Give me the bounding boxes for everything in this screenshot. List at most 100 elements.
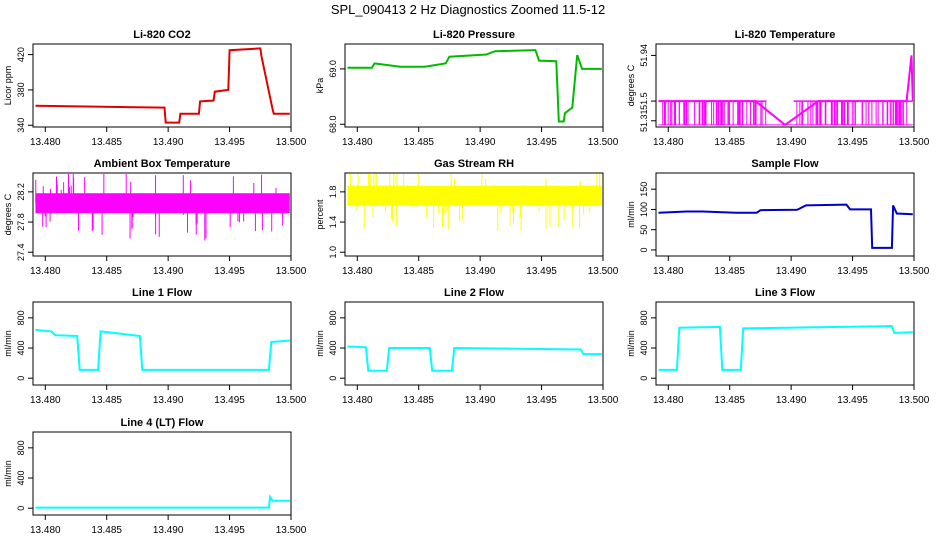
panel-3: Ambient Box Temperature 13.480 13.485 13.49…	[3, 158, 307, 277]
panel-0: Li-820 CO2 13.480 13.485 13.490 13.495 13.500…	[3, 29, 307, 148]
panel-title: Line 4 (LT) Flow	[121, 417, 204, 429]
x-tick-label: 13.495	[837, 137, 868, 148]
series-line	[658, 325, 913, 371]
panel-title: Sample Flow	[751, 158, 819, 170]
panel-1: Li-820 Pressure 13.480 13.485 13.490 13.495 1…	[315, 29, 619, 148]
plot-frame	[344, 172, 604, 257]
x-tick-label: 13.480	[342, 395, 373, 406]
x-tick-label: 13.480	[653, 395, 684, 406]
series-line	[35, 328, 290, 371]
x-tick-label: 13.490	[153, 266, 184, 277]
x-tick-label: 13.500	[899, 137, 930, 148]
series-group	[35, 328, 290, 371]
y-tick-label: 1.0	[328, 246, 338, 259]
x-tick-label: 13.490	[153, 525, 184, 536]
y-tick-label: 420	[16, 47, 26, 62]
y-tick-label: 51.94	[639, 44, 649, 67]
panel-9: Line 4 (LT) Flow 13.480 13.485 13.490 13.495…	[3, 417, 307, 536]
y-tick-label: 69.0	[328, 60, 338, 78]
x-tick-label: 13.490	[776, 137, 807, 148]
y-tick-label: 100	[639, 202, 649, 217]
panel-title: Ambient Box Temperature	[94, 158, 231, 170]
x-tick-label: 13.495	[214, 266, 245, 277]
series-line	[347, 49, 602, 123]
x-tick-label: 13.495	[526, 137, 557, 148]
y-tick-label: 400	[16, 471, 26, 486]
panel-title: Li-820 Pressure	[433, 29, 515, 41]
x-tick-label: 13.480	[30, 525, 61, 536]
series-group	[35, 174, 290, 241]
y-axis-label: ml/min	[626, 201, 636, 228]
plot-frame	[655, 172, 915, 257]
panel-8: Line 3 Flow 13.480 13.485 13.490 13.495 13.50…	[626, 287, 930, 406]
y-tick-label: 800	[328, 310, 338, 325]
series-line	[35, 494, 290, 509]
x-tick-label: 13.480	[30, 266, 61, 277]
x-tick-label: 13.485	[91, 525, 122, 536]
series-line	[35, 47, 290, 124]
y-tick-label: 340	[16, 118, 26, 133]
series-group	[347, 345, 602, 372]
x-tick-label: 13.480	[653, 266, 684, 277]
x-tick-label: 13.485	[714, 266, 745, 277]
y-axis-label: ml/min	[3, 330, 13, 357]
y-tick-label: 400	[328, 341, 338, 356]
x-tick-label: 13.480	[653, 137, 684, 148]
x-tick-label: 13.500	[899, 395, 930, 406]
y-tick-label: 380	[16, 82, 26, 97]
panel-title: Line 2 Flow	[444, 287, 504, 299]
x-tick-label: 13.480	[30, 395, 61, 406]
x-tick-label: 13.490	[153, 137, 184, 148]
plot-frame	[32, 43, 292, 128]
x-tick-label: 13.500	[899, 266, 930, 277]
y-axis-label: degrees C	[3, 193, 13, 235]
series-line	[658, 55, 913, 126]
x-tick-label: 13.500	[276, 395, 307, 406]
x-tick-label: 13.500	[276, 137, 307, 148]
plot-frame	[655, 301, 915, 386]
y-tick-label: 800	[16, 440, 26, 455]
y-tick-label: 27.4	[16, 243, 26, 261]
y-axis-label: percent	[315, 199, 325, 230]
y-tick-label: 1.4	[328, 216, 338, 229]
x-tick-label: 13.480	[30, 137, 61, 148]
y-tick-label: 800	[639, 310, 649, 325]
panel-7: Line 2 Flow 13.480 13.485 13.490 13.495 13.50…	[315, 287, 619, 406]
x-tick-label: 13.485	[403, 266, 434, 277]
plot-frame	[655, 43, 915, 128]
series-group	[658, 325, 913, 371]
y-tick-label: 0	[639, 247, 649, 252]
y-tick-label: 0	[16, 506, 26, 511]
y-tick-label: 400	[16, 341, 26, 356]
y-axis-label: ml/min	[626, 330, 636, 357]
x-tick-label: 13.495	[214, 395, 245, 406]
x-tick-label: 13.480	[342, 266, 373, 277]
figure-title: SPL_090413 2 Hz Diagnostics Zoomed 11.5-…	[331, 2, 605, 17]
y-axis-label: ml/min	[315, 330, 325, 357]
x-tick-label: 13.480	[342, 137, 373, 148]
panel-title: Li-820 Temperature	[735, 29, 836, 41]
y-tick-label: 68.0	[328, 115, 338, 133]
series-group	[347, 49, 602, 123]
y-tick-label: 0	[328, 376, 338, 381]
x-tick-label: 13.490	[776, 395, 807, 406]
y-tick-label: 51.5	[639, 92, 649, 110]
x-tick-label: 13.485	[91, 395, 122, 406]
y-axis-label: degrees C	[626, 64, 636, 106]
x-tick-label: 13.490	[153, 395, 184, 406]
x-tick-label: 13.485	[91, 137, 122, 148]
panel-title: Line 3 Flow	[755, 287, 815, 299]
x-tick-label: 13.500	[588, 266, 619, 277]
series-group	[658, 55, 913, 126]
y-tick-label: 0	[16, 376, 26, 381]
plot-frame	[32, 172, 292, 257]
x-tick-label: 13.490	[465, 395, 496, 406]
x-tick-label: 13.490	[776, 266, 807, 277]
y-tick-label: 28.2	[16, 183, 26, 201]
x-tick-label: 13.485	[91, 266, 122, 277]
y-tick-label: 51.31	[639, 110, 649, 133]
x-tick-label: 13.500	[588, 395, 619, 406]
plot-frame	[344, 43, 604, 128]
plot-frame	[32, 431, 292, 516]
x-tick-label: 13.495	[837, 266, 868, 277]
